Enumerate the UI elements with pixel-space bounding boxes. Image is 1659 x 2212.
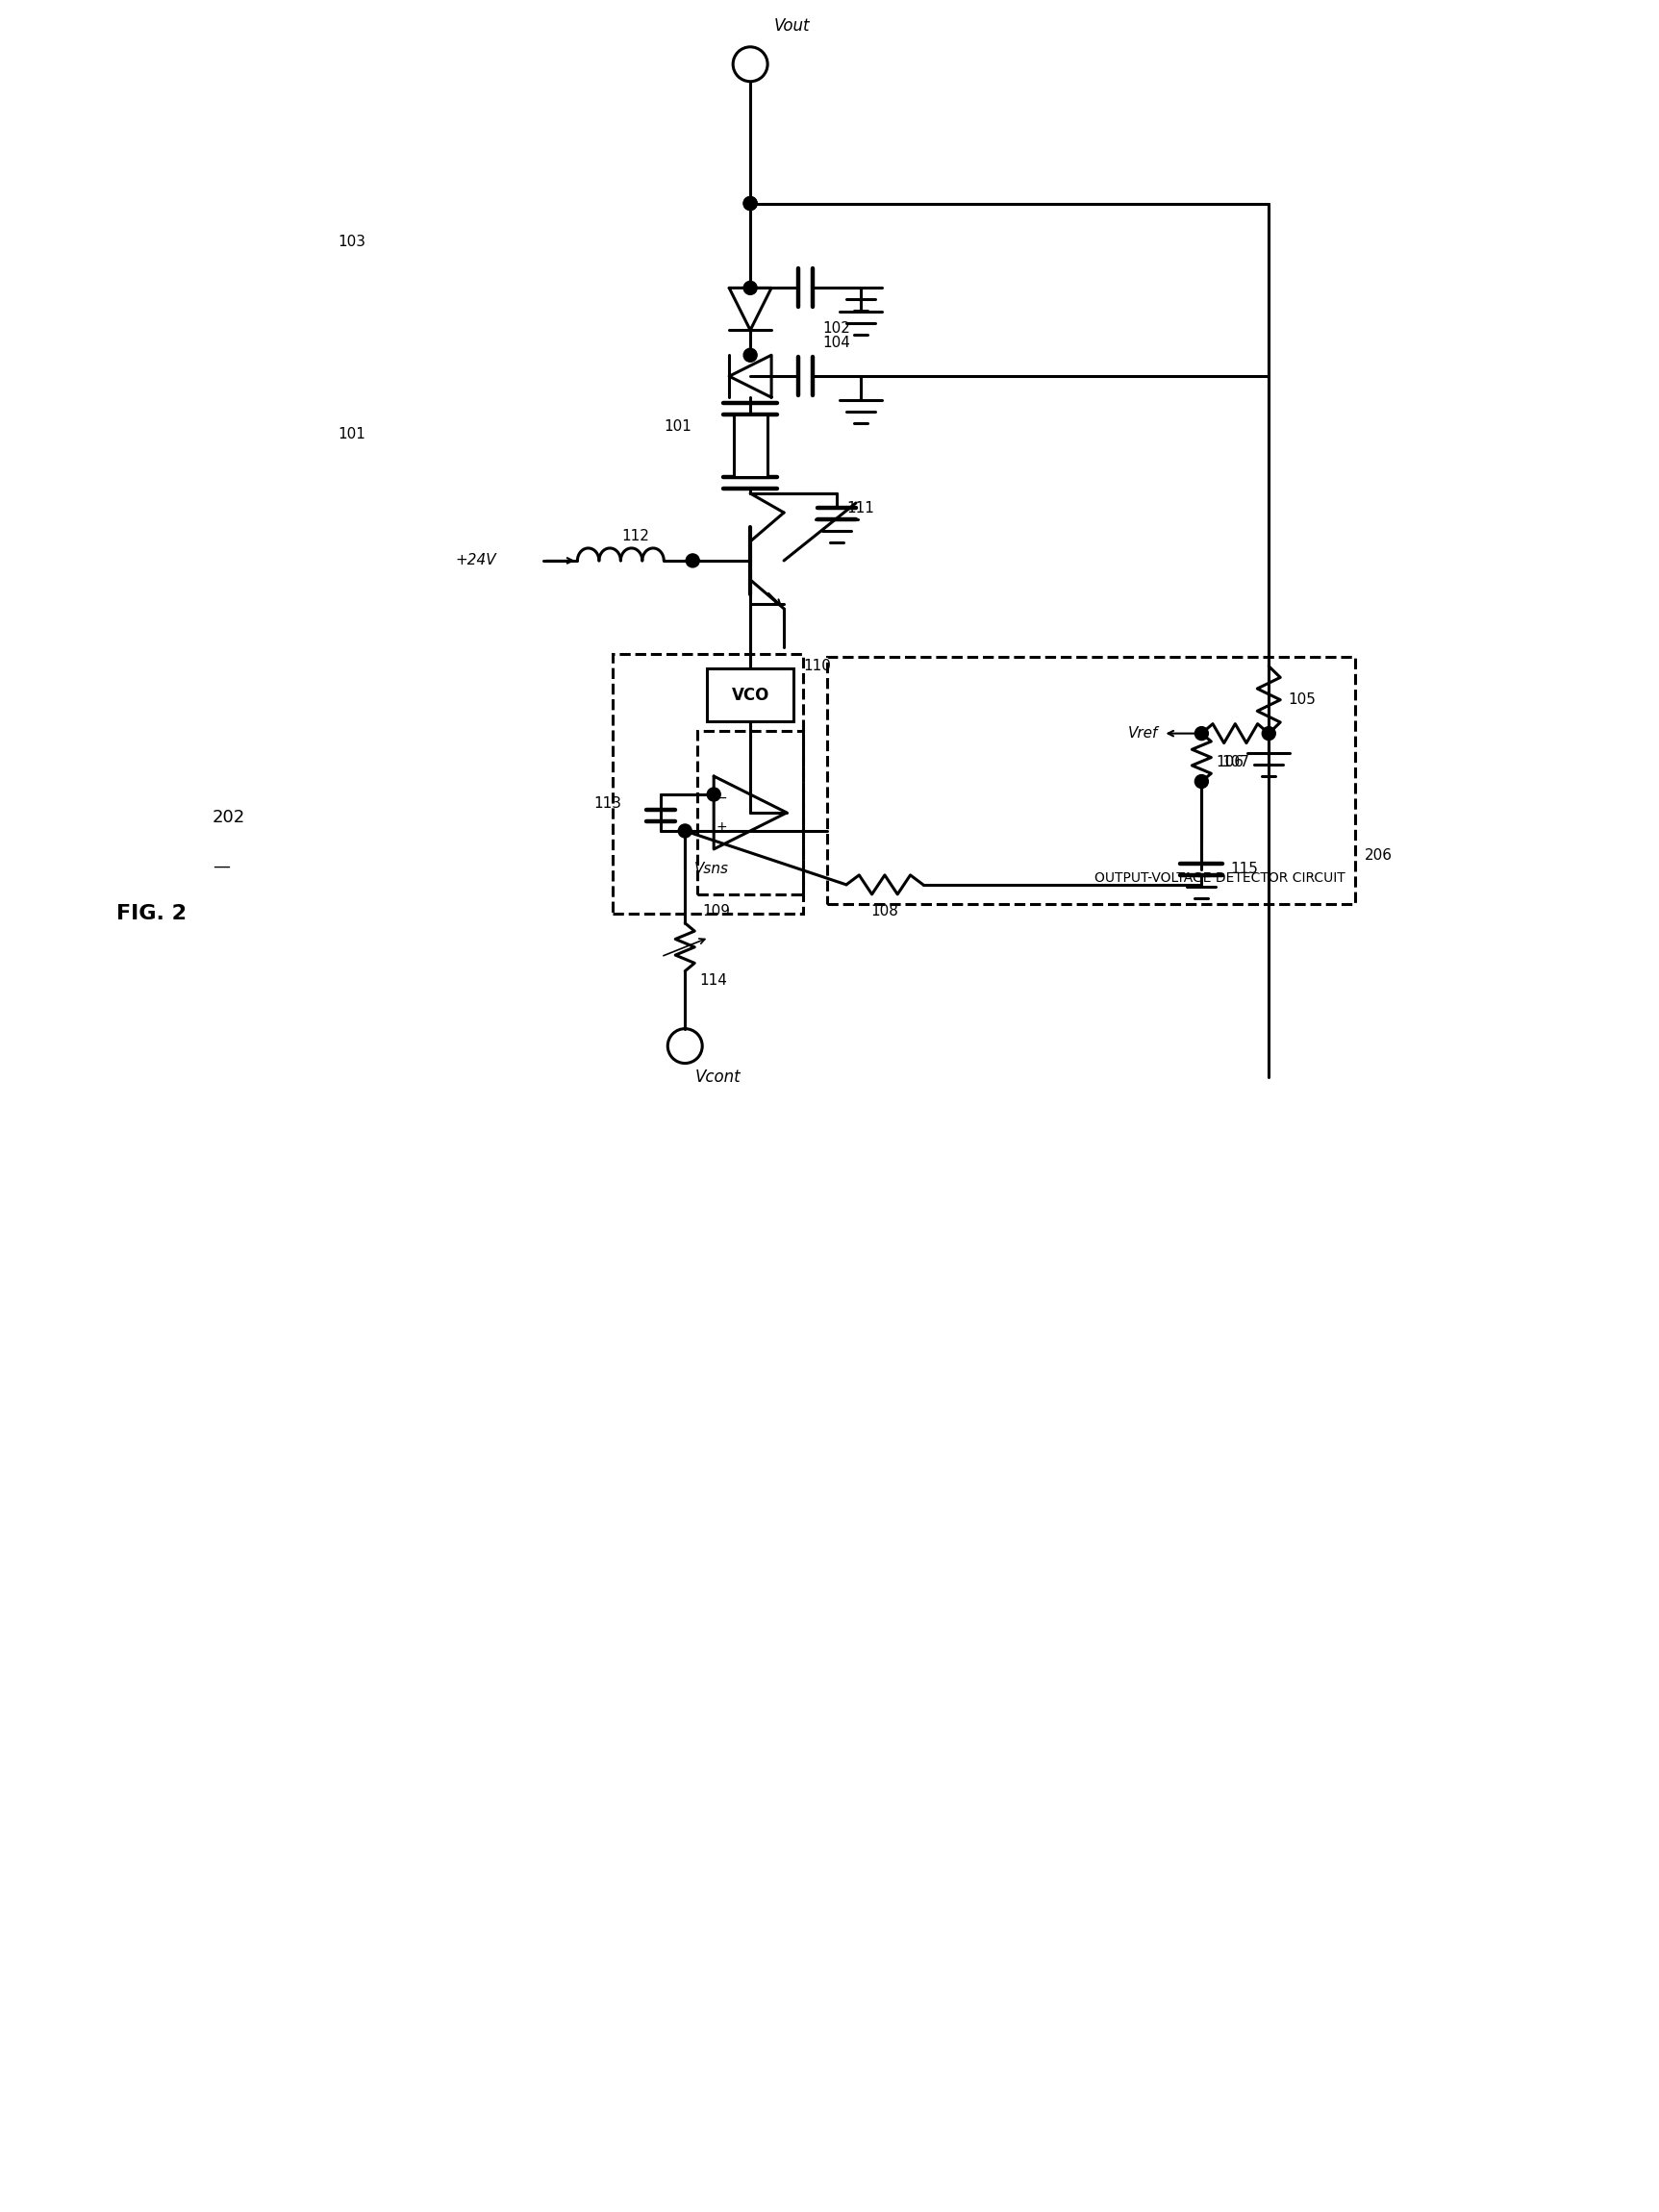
Text: —: — (212, 858, 231, 874)
Bar (707, 668, 793, 721)
Text: 106: 106 (1216, 754, 1244, 770)
Text: 105: 105 (1287, 692, 1316, 708)
Text: VCO: VCO (732, 686, 770, 703)
Text: −: − (717, 792, 727, 805)
Text: 111: 111 (846, 500, 874, 515)
Circle shape (743, 197, 757, 210)
Text: Vref: Vref (1128, 726, 1158, 741)
Text: OUTPUT-VOLTAGE DETECTOR CIRCUIT: OUTPUT-VOLTAGE DETECTOR CIRCUIT (1095, 872, 1345, 885)
Text: Vsns: Vsns (695, 863, 730, 876)
Text: 107: 107 (1221, 754, 1249, 770)
Circle shape (1194, 728, 1208, 741)
Bar (733, 414, 766, 476)
Text: +24V: +24V (455, 553, 496, 568)
Text: 104: 104 (823, 336, 851, 349)
Text: 109: 109 (702, 905, 730, 918)
Text: 115: 115 (1231, 863, 1258, 876)
Text: 101: 101 (664, 418, 692, 434)
Circle shape (1194, 774, 1208, 787)
Text: 102: 102 (823, 321, 851, 336)
Circle shape (1262, 728, 1276, 741)
Bar (697, 730, 803, 894)
Text: 202: 202 (212, 810, 246, 827)
Circle shape (743, 197, 757, 210)
Text: 108: 108 (871, 905, 899, 918)
Circle shape (679, 825, 692, 838)
Text: 101: 101 (337, 427, 365, 440)
Text: 103: 103 (337, 234, 365, 250)
Circle shape (743, 349, 757, 363)
Circle shape (743, 281, 757, 294)
Text: 110: 110 (803, 659, 831, 672)
Circle shape (707, 787, 720, 801)
Circle shape (685, 553, 700, 566)
Bar (612, 655, 803, 914)
Text: 206: 206 (1365, 849, 1392, 863)
Text: FIG. 2: FIG. 2 (116, 905, 187, 925)
Text: Vcont: Vcont (695, 1068, 740, 1086)
Text: 112: 112 (620, 529, 649, 544)
Bar (828, 657, 1355, 905)
Text: Vout: Vout (775, 18, 810, 35)
Text: +: + (717, 821, 727, 834)
Text: 114: 114 (700, 973, 727, 989)
Text: 113: 113 (594, 796, 622, 810)
